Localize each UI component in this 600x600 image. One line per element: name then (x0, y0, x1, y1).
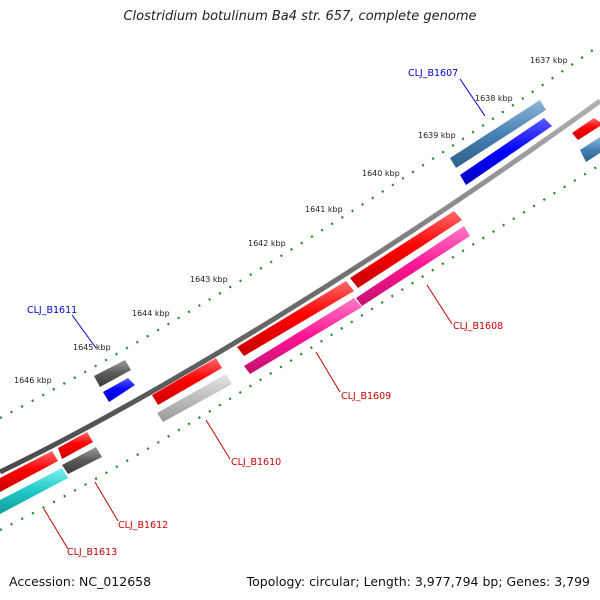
gene-arrow-gray-b1612 (62, 447, 102, 474)
leader-lines (43, 78, 486, 550)
tick-label: 1644 kbp (132, 309, 170, 318)
gene-arrow-pink-b1609 (244, 298, 362, 374)
gene-label-clj-b1613: CLJ_B1613 (67, 547, 117, 558)
gene-features[interactable] (0, 100, 600, 514)
gene-arrow-blue-b1611 (103, 378, 135, 402)
gene-label-clj-b1612: CLJ_B1612 (118, 520, 168, 531)
genome-summary-text: Topology: circular; Length: 3,977,794 bp… (246, 574, 590, 589)
gene-arrow-gray-small (94, 360, 131, 387)
tick-label: 1646 kbp (14, 376, 52, 385)
gene-arrow-steelblue (450, 100, 546, 168)
genome-backbone (0, 98, 600, 475)
tick-label: 1639 kbp (418, 131, 456, 140)
gene-label-clj-b1608: CLJ_B1608 (453, 321, 503, 332)
tick-label: 1640 kbp (362, 169, 400, 178)
gene-arrow-red-upper-right (350, 211, 462, 288)
gene-arrow-steelblue-partial (580, 137, 600, 162)
gene-arrow-red-partial (572, 118, 600, 140)
tick-label: 1641 kbp (305, 205, 343, 214)
tick-label: 1638 kbp (475, 94, 513, 103)
gene-arrow-gray-b1610 (157, 374, 232, 422)
gene-arrow-cyan-b1613 (0, 468, 68, 514)
gene-arrow-red-left (0, 451, 58, 492)
tick-label: 1637 kbp (530, 56, 568, 65)
gene-label-clj-b1609: CLJ_B1609 (341, 391, 391, 402)
gene-arrow-blue-b1607 (460, 118, 552, 185)
tick-labels: 1637 kbp 1638 kbp 1639 kbp 1640 kbp 1641… (14, 56, 568, 385)
tick-label: 1642 kbp (248, 239, 286, 248)
gene-label-clj-b1611: CLJ_B1611 (27, 305, 77, 316)
gene-arrow-red-small (58, 432, 93, 459)
tick-label: 1643 kbp (190, 275, 228, 284)
gene-arrow-red-lower (152, 358, 222, 405)
gene-label-clj-b1610: CLJ_B1610 (231, 457, 281, 468)
map-title: Clostridium botulinum Ba4 str. 657, comp… (123, 9, 477, 24)
gene-labels[interactable]: CLJ_B1607 CLJ_B1608 CLJ_B1609 CLJ_B1610 … (27, 68, 503, 558)
tick-label: 1645 kbp (73, 343, 111, 352)
accession-text: Accession: NC_012658 (9, 574, 152, 589)
gene-arrow-red-middle (237, 281, 354, 356)
gene-arrow-pink-b1608 (356, 226, 470, 306)
gene-label-clj-b1607: CLJ_B1607 (408, 68, 458, 79)
